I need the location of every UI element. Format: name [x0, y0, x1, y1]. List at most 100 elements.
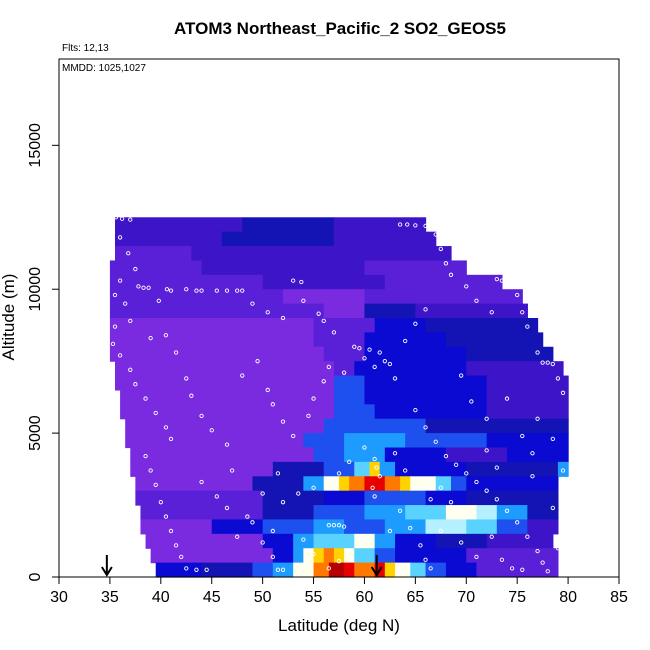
flight-track-point	[515, 520, 520, 525]
flight-track-point	[560, 468, 566, 473]
heatmap-cell	[410, 476, 437, 492]
flight-track-point	[184, 566, 189, 571]
flight-track-point	[372, 456, 377, 462]
heatmap-cell	[262, 533, 294, 549]
flight-track-point	[341, 524, 347, 529]
heatmap-cell	[405, 505, 447, 521]
flight-track-point	[423, 307, 428, 312]
flight-track-point	[179, 554, 184, 560]
flight-track-point	[321, 318, 326, 324]
flight-track-point	[464, 471, 469, 476]
heatmap-cell	[272, 461, 325, 477]
heatmap-cell	[242, 217, 335, 233]
heatmap-cell	[466, 548, 559, 564]
heatmap-cell	[211, 519, 264, 535]
flight-track-point	[299, 279, 304, 285]
flight-track-point	[550, 361, 555, 367]
heatmap-cell	[379, 461, 396, 477]
flight-track-point	[291, 433, 296, 439]
flight-track-point	[153, 410, 158, 416]
heatmap-cell	[262, 490, 325, 506]
flight-track-point	[504, 278, 510, 283]
flight-track-point	[311, 551, 316, 557]
heatmap-cell	[364, 346, 467, 362]
flight-track-point	[443, 453, 449, 459]
heatmap-cell	[410, 562, 427, 578]
x-tick-label: 40	[152, 589, 170, 606]
heatmap-cell	[354, 548, 376, 564]
flight-track-point	[494, 497, 499, 502]
flight-track-point	[296, 491, 301, 496]
heatmap-cell	[109, 260, 203, 276]
heatmap-cell	[120, 389, 335, 405]
flight-track-point	[530, 474, 535, 479]
flight-track-point	[119, 216, 125, 221]
heatmap-cell	[145, 533, 264, 549]
flight-track-point	[459, 373, 464, 378]
heatmap-cell	[435, 476, 452, 492]
flight-track-point	[515, 292, 520, 298]
heatmap-cell	[252, 562, 274, 578]
heatmap-cell	[333, 375, 366, 391]
heatmap-cell	[425, 318, 539, 333]
flight-track-point	[240, 288, 245, 293]
heatmap-cell	[557, 461, 569, 477]
heatmap-cell	[293, 548, 304, 564]
flight-track-point	[326, 364, 331, 370]
heatmap-cell	[349, 476, 366, 492]
flight-track-point	[311, 396, 316, 401]
location-arrow	[101, 555, 113, 577]
flight-track-point	[301, 298, 306, 303]
flight-track-point	[377, 350, 382, 355]
flight-track-point	[163, 514, 169, 519]
heatmap-cell	[313, 332, 366, 348]
flight-track-point	[291, 278, 296, 283]
flight-track-point	[153, 482, 158, 488]
heatmap-cell	[364, 375, 488, 391]
heatmap-cell	[130, 447, 315, 463]
flight-track-point	[423, 223, 428, 229]
flight-track-point	[392, 451, 398, 456]
flight-track-point	[474, 479, 479, 485]
flight-track-point	[245, 514, 250, 519]
heatmap-cell	[486, 433, 569, 449]
x-tick-label: 65	[406, 589, 424, 606]
flight-track-point	[362, 356, 367, 361]
flight-track-point	[250, 520, 255, 525]
flight-track-point	[184, 376, 189, 381]
heatmap-cell	[496, 505, 528, 521]
flight-track-point	[311, 485, 316, 490]
heatmap-cell	[445, 332, 544, 348]
flight-track-point	[372, 364, 377, 370]
flight-track-point	[158, 500, 163, 505]
heatmap-cell	[313, 505, 366, 521]
heatmap-cell	[120, 404, 335, 420]
heatmap-cell	[333, 231, 437, 247]
flight-track-point	[504, 396, 510, 401]
flight-track-point	[520, 567, 525, 572]
heatmap-cell	[415, 303, 528, 319]
heatmap-cell	[323, 476, 340, 492]
x-tick-label: 85	[610, 589, 628, 606]
flight-track-point	[260, 491, 265, 496]
heatmap-cell	[313, 447, 345, 463]
heatmap-cell	[507, 447, 569, 463]
flight-track-point	[540, 560, 545, 565]
heatmap-cell	[333, 548, 345, 564]
heatmap-cell	[486, 375, 569, 391]
heatmap-cell	[150, 548, 274, 564]
flight-track-point	[362, 445, 367, 450]
heatmap-cell	[333, 361, 355, 377]
heatmap-cell	[323, 418, 366, 434]
flight-track-point	[525, 324, 530, 329]
heatmap-cell	[201, 562, 254, 578]
flight-track-point	[168, 528, 174, 534]
heatmap-cell	[140, 519, 213, 535]
heatmap-cell	[466, 476, 559, 492]
flight-track-point	[128, 318, 133, 324]
flight-track-point	[413, 223, 418, 228]
heatmap-cell	[115, 375, 335, 391]
flight-track-point	[352, 344, 357, 349]
plot-area	[58, 58, 620, 578]
flight-track-point	[224, 288, 230, 293]
